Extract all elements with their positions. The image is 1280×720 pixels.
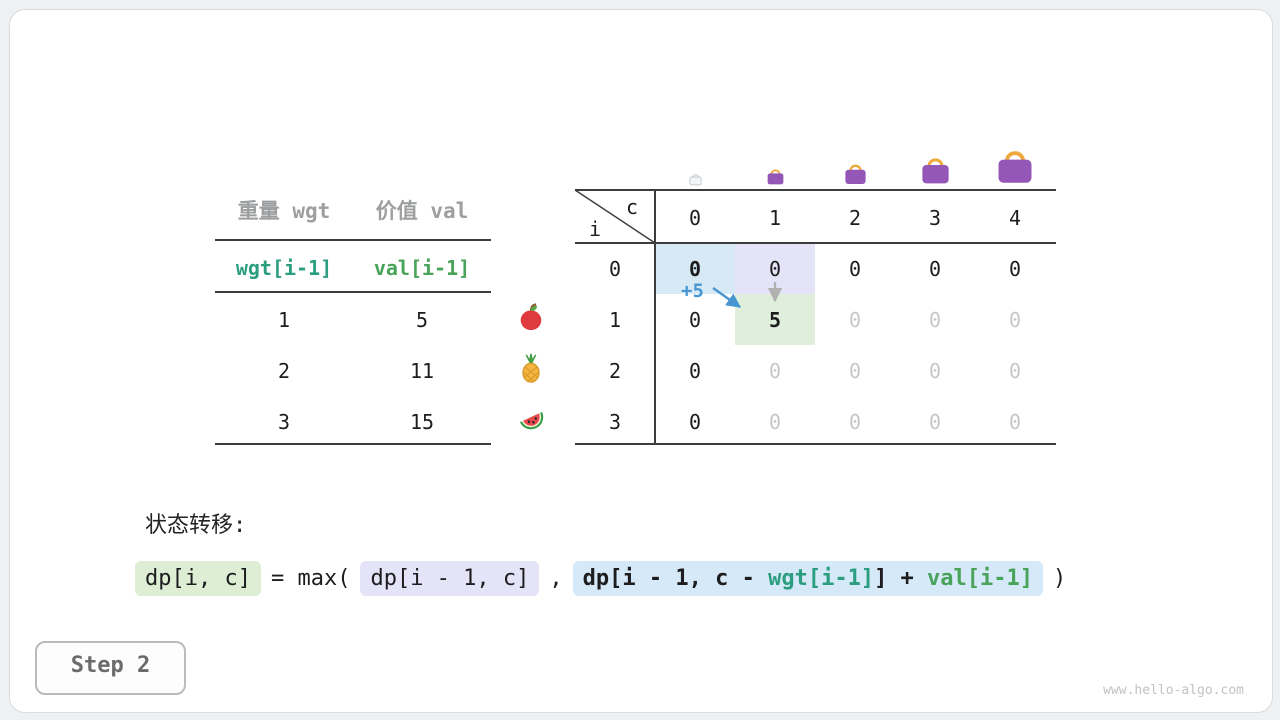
dp-cell-3-4: 0 [1008, 410, 1022, 434]
item-3-weight: 3 [277, 410, 291, 434]
highlight-cell-prev-row-shifted [655, 244, 735, 294]
bag-icon-2 [815, 159, 895, 186]
transition-label: 状态转移: [145, 513, 247, 538]
transition-formula: dp[i, c] = max( dp[i - 1, c] , dp[i - 1,… [135, 561, 1066, 596]
item-table-formula-row: wgt[i-1] val[i-1] [215, 253, 491, 283]
dp-row-0: 0 0 0 0 0 [655, 255, 1055, 283]
dp-table-vertical-line [654, 189, 656, 445]
item-row-1: 1 5 [215, 305, 491, 335]
dp-cell-2-3: 0 [928, 359, 942, 383]
bag-icon-4 [975, 142, 1055, 186]
row-header-3: 3 [608, 410, 622, 434]
formula-term2-prefix: dp[i - 1, c - [582, 566, 769, 591]
dp-row-3: 0 0 0 0 0 [655, 408, 1055, 436]
row-header-0: 0 [608, 257, 622, 281]
col-header-4: 4 [1008, 206, 1022, 230]
apple-icon [520, 303, 542, 331]
plus-5-annotation: +5 [681, 280, 704, 302]
item-2-value: 11 [409, 359, 435, 383]
item-2-weight: 2 [277, 359, 291, 383]
dp-cell-2-4: 0 [1008, 359, 1022, 383]
corner-col-var: c [626, 195, 639, 219]
formula-comma: , [549, 566, 563, 591]
dp-cell-0-2: 0 [848, 257, 862, 281]
dp-cell-0-3: 0 [928, 257, 942, 281]
watermelon-icon [519, 411, 544, 430]
dp-cell-1-0: 0 [688, 308, 702, 332]
item-row-3: 3 15 [215, 407, 491, 437]
dp-cell-3-3: 0 [928, 410, 942, 434]
watermark: www.hello-algo.com [1103, 683, 1244, 698]
formula-lhs: dp[i, c] [135, 561, 261, 596]
step-badge: Step 2 [35, 641, 186, 695]
dp-table-top-line [575, 189, 1056, 191]
dp-cell-0-4: 0 [1008, 257, 1022, 281]
row-header-1: 1 [608, 308, 622, 332]
col-header-1: 1 [768, 206, 782, 230]
dp-cell-1-3: 0 [928, 308, 942, 332]
col-header-3: 3 [928, 206, 942, 230]
capacity-bags-row [655, 138, 1055, 186]
wgt-formula-label: wgt[i-1] [235, 256, 333, 280]
dp-cell-1-2: 0 [848, 308, 862, 332]
item-table-top-divider [215, 239, 491, 241]
wgt-column-header: 重量 wgt [237, 199, 331, 223]
dp-cell-1-4: 0 [1008, 308, 1022, 332]
dp-cell-2-1: 0 [768, 359, 782, 383]
formula-term2-val: val[i-1] [927, 566, 1034, 591]
val-formula-label: val[i-1] [373, 256, 471, 280]
col-header-2: 2 [848, 206, 862, 230]
corner-row-var: i [589, 217, 602, 241]
formula-term1: dp[i - 1, c] [360, 561, 540, 596]
dp-cell-3-1: 0 [768, 410, 782, 434]
item-table-bottom-divider [215, 443, 491, 445]
item-1-value: 5 [415, 308, 429, 332]
formula-term2: dp[i - 1, c - wgt[i-1]] + val[i-1] [572, 561, 1044, 596]
dp-cell-2-0: 0 [688, 359, 702, 383]
dp-table-bottom-line [575, 443, 1056, 445]
bag-icon-1 [735, 165, 815, 186]
dp-cell-3-0: 0 [688, 410, 702, 434]
dp-col-headers: 0 1 2 3 4 [655, 204, 1055, 232]
item-row-2: 2 11 [215, 356, 491, 386]
dp-cell-2-2: 0 [848, 359, 862, 383]
dp-cell-1-1: 5 [768, 308, 782, 332]
formula-close-paren: ) [1053, 566, 1067, 591]
val-column-header: 价值 val [375, 199, 469, 223]
dp-cell-0-1: 0 [768, 257, 782, 281]
item-1-weight: 1 [277, 308, 291, 332]
bag-icon-3 [895, 151, 975, 186]
formula-eq-max: = max( [270, 566, 351, 591]
col-header-0: 0 [688, 206, 702, 230]
item-table-header-row: 重量 wgt 价值 val [215, 196, 491, 226]
corner-diagonal-line [575, 190, 655, 243]
highlight-cell-current [735, 294, 815, 345]
formula-term2-wgt: wgt[i-1] [768, 566, 875, 591]
item-3-value: 15 [409, 410, 435, 434]
dp-cell-3-2: 0 [848, 410, 862, 434]
row-header-2: 2 [608, 359, 622, 383]
pineapple-icon [522, 353, 540, 383]
formula-term2-mid: ] + [874, 566, 928, 591]
item-table-mid-divider [215, 291, 491, 293]
bag-icon-0 [655, 171, 735, 186]
dp-row-2: 0 0 0 0 0 [655, 357, 1055, 385]
dp-row-1: 0 5 0 0 0 [655, 306, 1055, 334]
dp-table-header-line [575, 242, 1056, 244]
dp-cell-0-0: 0 [688, 257, 702, 281]
